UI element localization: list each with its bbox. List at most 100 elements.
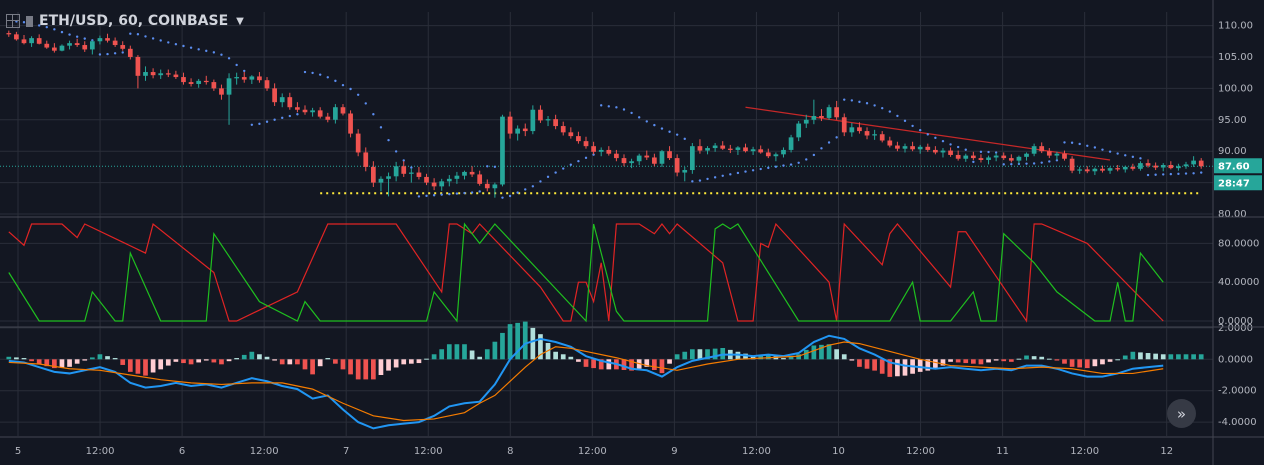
psar-dot xyxy=(675,133,679,136)
candle-body xyxy=(629,161,634,164)
psar-dot xyxy=(364,102,367,105)
psar-dot xyxy=(273,118,276,121)
psar-dot xyxy=(493,165,497,168)
macd-axis-label: 0.0000 xyxy=(1218,354,1253,365)
candle-body xyxy=(431,182,437,187)
candle-body xyxy=(971,155,976,159)
macd-histogram-bar xyxy=(105,356,110,360)
macd-histogram-bar xyxy=(1153,353,1158,360)
macd-histogram-bar xyxy=(1054,359,1060,361)
candle-body xyxy=(872,134,877,136)
candle-body xyxy=(165,73,171,75)
macd-histogram-bar xyxy=(864,359,870,369)
macd-histogram-bar xyxy=(462,344,467,360)
macd-histogram-bar xyxy=(1100,359,1105,365)
flag-icon[interactable] xyxy=(26,15,33,27)
price-axis-label: 80.00 xyxy=(1218,209,1247,220)
psar-dot xyxy=(189,46,193,49)
candle-body xyxy=(1069,158,1075,171)
candle-body xyxy=(796,123,802,138)
candle-body xyxy=(325,116,331,120)
macd-histogram-bar xyxy=(6,356,12,360)
macd-histogram-bar xyxy=(629,359,634,371)
psar-dot xyxy=(68,33,71,36)
macd-histogram-bar xyxy=(530,327,536,360)
candle-body xyxy=(1145,163,1151,166)
psar-dot xyxy=(744,170,747,173)
candle-body xyxy=(1054,153,1060,156)
candle-body xyxy=(727,148,733,150)
candle-body xyxy=(492,184,498,189)
candle-body xyxy=(454,175,460,179)
macd-histogram-bar xyxy=(902,359,908,376)
candle-body xyxy=(667,151,672,159)
candle-body xyxy=(933,149,938,153)
candle-body xyxy=(1092,168,1098,172)
chevron-down-icon[interactable]: ▼ xyxy=(236,15,244,27)
macd-histogram-bar xyxy=(97,354,103,360)
candle-body xyxy=(416,172,422,177)
macd-histogram-bar xyxy=(697,349,703,360)
psar-dot xyxy=(1048,160,1051,163)
candle-body xyxy=(424,176,429,183)
psar-dot xyxy=(918,128,922,132)
candle-body xyxy=(606,149,612,154)
psar-dot xyxy=(410,166,413,169)
psar-dot xyxy=(645,120,648,123)
psar-dot xyxy=(896,114,899,118)
time-axis-label: 7 xyxy=(343,446,349,457)
last-price-badge xyxy=(1214,158,1262,174)
psar-dot xyxy=(281,116,284,120)
scroll-to-realtime-button[interactable]: » xyxy=(1167,399,1196,428)
candle-body xyxy=(272,88,277,103)
psar-dot xyxy=(698,179,702,182)
candle-body xyxy=(105,38,110,41)
psar-dot xyxy=(1055,159,1059,162)
candle-body xyxy=(644,155,650,158)
candle-body xyxy=(553,119,558,127)
psar-dot xyxy=(926,133,929,136)
psar-dot xyxy=(235,63,238,67)
symbol-title[interactable]: ETH/USD, 60, COINBASE xyxy=(39,13,229,29)
psar-dot xyxy=(121,51,124,54)
psar-dot xyxy=(881,106,884,110)
psar-dot xyxy=(797,161,800,164)
macd-histogram-bar xyxy=(826,344,832,360)
candle-body xyxy=(279,97,285,103)
time-axis-label: 12:00 xyxy=(906,446,935,457)
candle-body xyxy=(750,149,756,152)
macd-histogram-bar xyxy=(993,359,999,361)
macd-histogram-bar xyxy=(1024,355,1029,360)
price-axis-label: 110.00 xyxy=(1218,21,1253,32)
candle-body xyxy=(735,147,741,150)
candle-body xyxy=(59,45,65,51)
psar-dot xyxy=(812,153,816,157)
candle-body xyxy=(1039,146,1045,152)
candle-body xyxy=(241,77,247,80)
macd-axis-label: -2.0000 xyxy=(1218,386,1257,397)
psar-dot xyxy=(288,114,292,118)
candle-body xyxy=(14,34,19,40)
candle-body xyxy=(348,113,353,134)
psar-dot xyxy=(311,71,314,75)
macd-histogram-bar xyxy=(538,334,543,360)
candle-body xyxy=(940,150,946,153)
chart-layout-icon[interactable] xyxy=(6,14,20,28)
symbol-header[interactable]: ETH/USD, 60, COINBASE ▼ xyxy=(6,11,244,31)
bar-countdown-value: 28:47 xyxy=(1218,178,1250,189)
macd-histogram-bar xyxy=(355,359,361,380)
candle-body xyxy=(598,149,604,152)
macd-histogram-bar xyxy=(1168,354,1174,360)
macd-histogram-bar xyxy=(743,353,748,360)
macd-histogram-bar xyxy=(363,359,369,380)
macd-histogram-bar xyxy=(211,359,217,363)
psar-dot xyxy=(501,196,504,199)
aroon-axis-label: 0.0000 xyxy=(1218,316,1253,327)
psar-dot xyxy=(91,39,94,42)
psar-dot xyxy=(805,158,808,161)
candle-body xyxy=(29,38,34,44)
macd-histogram-bar xyxy=(446,344,452,360)
candle-body xyxy=(887,140,893,146)
